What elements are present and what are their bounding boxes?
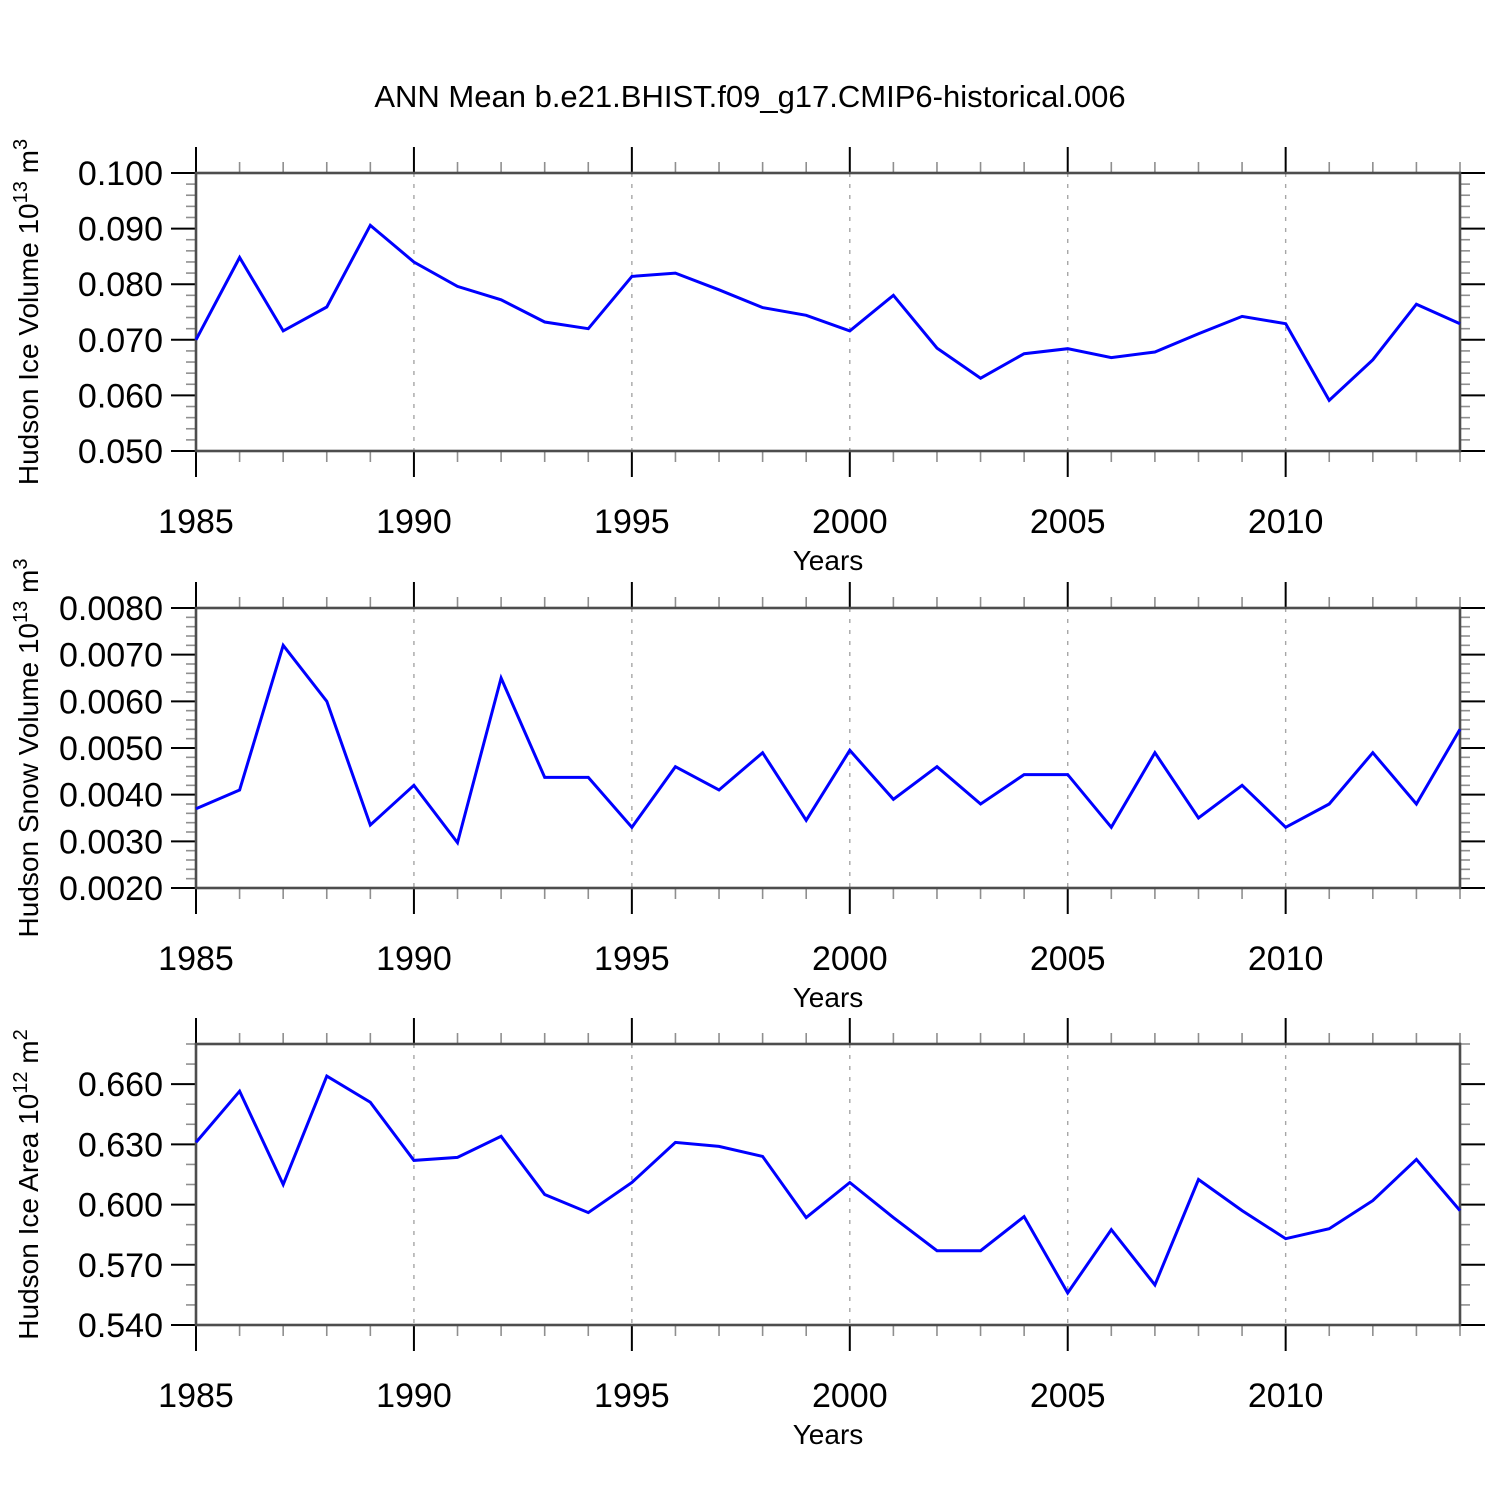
y-tick-label: 0.0070 xyxy=(59,637,163,675)
chart-title: ANN Mean b.e21.BHIST.f09_g17.CMIP6-histo… xyxy=(374,79,1126,114)
x-axis-title: Years xyxy=(793,1419,864,1450)
series-line xyxy=(194,222,1461,403)
x-tick-label: 1990 xyxy=(376,940,452,978)
y-axis-title: Hudson Snow Volume 1013 m3 xyxy=(10,559,44,938)
x-tick-label: 1995 xyxy=(594,940,670,978)
x-axis-title: Years xyxy=(793,982,864,1013)
series-line xyxy=(195,642,1462,847)
y-tick-label: 0.0020 xyxy=(59,870,163,908)
x-tick-label: 1985 xyxy=(158,940,234,978)
y-tick-label: 0.0080 xyxy=(59,590,163,628)
y-tick-label: 0.570 xyxy=(78,1247,163,1285)
x-tick-label: 1995 xyxy=(594,503,670,541)
panel-hudson-ice-volume: 0.100 0.090 0.080 0.070 0.060 0.050 1985 1990 19… xyxy=(10,139,1485,576)
y-tick-label: 0.600 xyxy=(78,1187,163,1225)
x-tick-label: 2005 xyxy=(1030,940,1106,978)
y-tick-label: 0.060 xyxy=(78,377,163,415)
y-tick-label: 0.540 xyxy=(78,1307,163,1345)
y-tick-label: 0.0050 xyxy=(59,730,163,768)
y-tick-label: 0.0030 xyxy=(59,823,163,861)
x-tick-label: 1990 xyxy=(376,1377,452,1415)
plot-frame xyxy=(194,606,1462,890)
x-tick-label: 1985 xyxy=(158,503,234,541)
y-tick-label: 0.050 xyxy=(78,433,163,471)
panel-hudson-ice-area: 0.660 0.630 0.600 0.570 0.540 1985 1990 1995 200… xyxy=(10,1018,1485,1450)
x-tick-label: 1990 xyxy=(376,503,452,541)
x-tick-label: 1985 xyxy=(158,1377,234,1415)
y-tick-label: 0.0060 xyxy=(59,683,163,721)
y-tick-label: 0.080 xyxy=(78,266,163,304)
x-tick-label: 2000 xyxy=(812,1377,888,1415)
x-tick-label: 2010 xyxy=(1248,940,1324,978)
x-tick-label: 2005 xyxy=(1030,1377,1106,1415)
y-tick-label: 0.0040 xyxy=(59,777,163,815)
y-tick-label: 0.660 xyxy=(78,1066,163,1104)
y-axis-title: Hudson Ice Area 1012 m2 xyxy=(10,1029,44,1339)
x-tick-label: 2010 xyxy=(1248,1377,1324,1415)
y-tick-label: 0.630 xyxy=(78,1126,163,1164)
y-tick-label: 0.090 xyxy=(78,211,163,249)
x-axis-title: Years xyxy=(793,545,864,576)
y-axis-title: Hudson Ice Volume 1013 m3 xyxy=(10,139,44,485)
y-tick-label: 0.070 xyxy=(78,322,163,360)
y-tick-label: 0.100 xyxy=(78,155,163,193)
x-tick-label: 1995 xyxy=(594,1377,670,1415)
plot-frame xyxy=(194,1042,1462,1327)
x-tick-label: 2000 xyxy=(812,940,888,978)
panel-hudson-snow-volume: 0.0080 0.0070 0.0060 0.0050 0.0040 0.0030 0.00… xyxy=(10,559,1485,1013)
x-tick-label: 2005 xyxy=(1030,503,1106,541)
x-tick-label: 2000 xyxy=(812,503,888,541)
x-tick-label: 2010 xyxy=(1248,503,1324,541)
plot-frame xyxy=(194,171,1462,453)
series-line xyxy=(194,1073,1462,1296)
